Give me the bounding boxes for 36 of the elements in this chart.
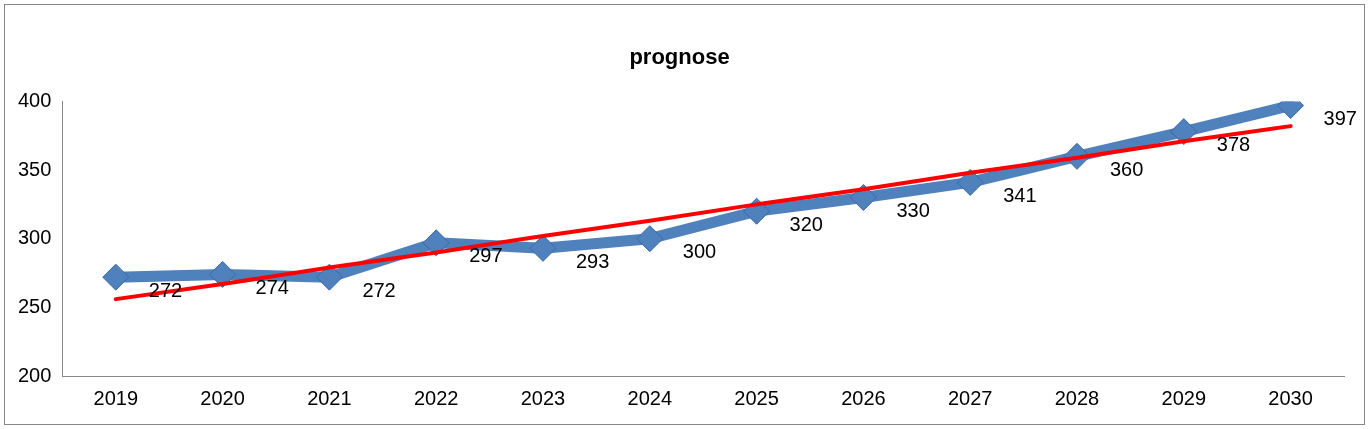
point [209,260,237,288]
data-label: 297 [469,244,503,267]
point [422,229,450,257]
x-tick-label: 2020 [200,386,245,409]
x-tick-label: 2025 [734,386,779,409]
point [636,225,664,253]
x-tick-label: 2019 [93,386,139,409]
data-label: 274 [255,275,289,298]
y-tick-label: 400 [17,88,52,111]
x-tick-label: 2030 [1268,386,1313,409]
y-tick-label: 200 [17,363,52,386]
x-tick-label: 2028 [1054,386,1100,409]
data-label: 320 [789,212,823,235]
point [956,168,984,196]
chart-title: prognose [629,44,730,70]
point [1170,118,1198,146]
data-label: 397 [1323,107,1357,130]
data-label: 300 [682,240,717,263]
x-tick-label: 2024 [627,386,673,409]
y-tick-label: 350 [17,157,52,180]
data-label: 360 [1109,157,1144,180]
point [102,263,130,291]
y-tick-label: 250 [17,294,52,317]
data-label: 293 [575,249,610,272]
data-label: 272 [362,278,396,301]
x-tick-label: 2026 [841,386,886,409]
data-label: 341 [1003,183,1037,206]
data-label: 378 [1216,133,1251,156]
x-tick-label: 2027 [947,386,993,409]
data-label: 330 [896,199,930,222]
y-tick-label: 300 [17,226,52,249]
x-tick-label: 2023 [520,386,566,409]
x-tick-label: 2022 [413,386,459,409]
point [315,263,343,291]
x-tick-label: 2029 [1161,386,1207,409]
x-tick-label: 2021 [307,386,352,409]
